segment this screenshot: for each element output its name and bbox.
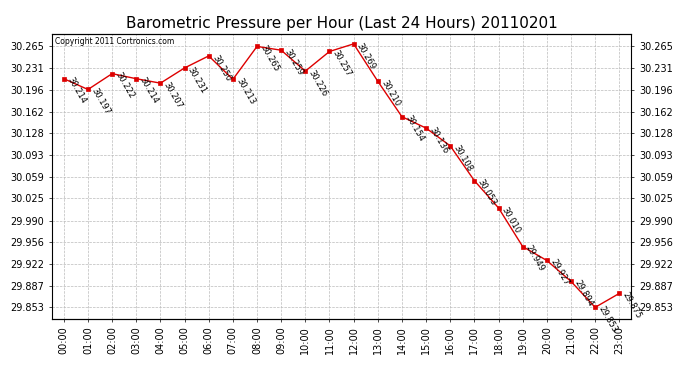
Text: 30.265: 30.265 [259,44,281,74]
Text: 29.853: 29.853 [597,304,619,334]
Text: 30.010: 30.010 [500,205,522,235]
Text: 30.154: 30.154 [404,114,426,144]
Text: 30.214: 30.214 [66,76,88,105]
Text: Copyright 2011 Cortronics.com: Copyright 2011 Cortronics.com [55,37,174,46]
Text: 29.875: 29.875 [621,291,643,320]
Text: 30.197: 30.197 [90,87,112,116]
Text: 29.949: 29.949 [524,244,546,273]
Text: 30.214: 30.214 [138,76,160,105]
Title: Barometric Pressure per Hour (Last 24 Hours) 20110201: Barometric Pressure per Hour (Last 24 Ho… [126,16,558,31]
Text: 30.053: 30.053 [476,178,498,208]
Text: 30.136: 30.136 [428,125,450,155]
Text: 30.231: 30.231 [186,65,208,95]
Text: 29.894: 29.894 [573,279,595,308]
Text: 29.927: 29.927 [549,258,571,287]
Text: 30.207: 30.207 [162,80,184,110]
Text: 30.222: 30.222 [114,71,136,100]
Text: 30.226: 30.226 [307,68,329,98]
Text: 30.250: 30.250 [210,53,233,83]
Text: 30.213: 30.213 [235,76,257,106]
Text: 30.269: 30.269 [355,41,377,71]
Text: 30.108: 30.108 [452,143,474,173]
Text: 30.257: 30.257 [331,49,353,78]
Text: 30.210: 30.210 [380,78,402,108]
Text: 30.259: 30.259 [283,48,305,77]
